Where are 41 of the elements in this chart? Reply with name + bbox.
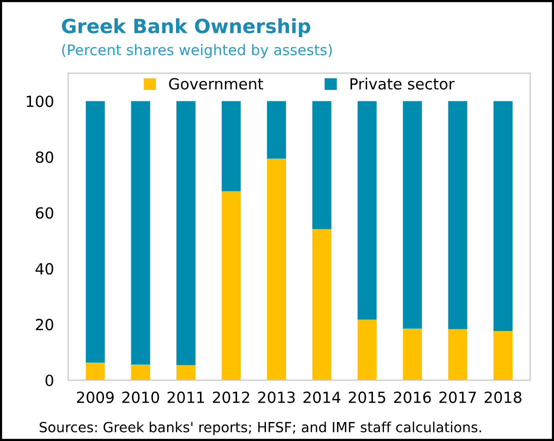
- y-tick-label: 40: [36, 262, 54, 275]
- bar: [86, 362, 105, 380]
- x-tick-label: 2016: [394, 392, 431, 404]
- bar: [358, 101, 377, 320]
- bar: [358, 320, 377, 380]
- x-tick-label: 2014: [303, 392, 340, 404]
- y-tick-label: 60: [36, 207, 54, 219]
- legend-label: Government: [169, 78, 264, 90]
- bar: [493, 331, 513, 380]
- bar: [402, 101, 422, 329]
- bar: [86, 101, 105, 363]
- bar: [131, 101, 150, 365]
- x-tick-label: 2018: [484, 392, 522, 404]
- legend-label: Private sector: [350, 78, 455, 90]
- bar: [267, 101, 286, 159]
- x-tick-label: 2012: [212, 392, 250, 404]
- x-tick-label: 2009: [77, 392, 114, 404]
- bar: [493, 101, 513, 332]
- x-tick-label: 2017: [439, 392, 476, 404]
- x-tick-label: 2013: [258, 392, 295, 404]
- bar: [402, 328, 422, 380]
- x-tick-label: 2010: [122, 392, 160, 404]
- bar: [448, 101, 468, 330]
- bar: [267, 158, 286, 380]
- bar: [222, 101, 241, 192]
- bar: [312, 229, 332, 380]
- x-tick-label: 2011: [168, 392, 204, 404]
- bar: [176, 101, 196, 366]
- y-tick-label: 20: [36, 318, 54, 330]
- source-note: Sources: Greek banks' reports; HFSF; and IMF staff calculations.: [40, 422, 481, 436]
- bar: [131, 364, 150, 380]
- bar: [222, 191, 241, 380]
- chart-title: Greek Bank Ownership: [62, 18, 310, 38]
- y-tick-label: 0: [46, 374, 54, 386]
- y-tick-label: 100: [26, 96, 54, 108]
- bar: [176, 365, 196, 380]
- bar: [448, 329, 468, 380]
- chart-subtitle: (Percent shares weighted by assests): [62, 44, 332, 58]
- bar: [312, 101, 332, 230]
- x-tick-label: 2015: [348, 392, 386, 404]
- y-tick-label: 80: [36, 151, 54, 163]
